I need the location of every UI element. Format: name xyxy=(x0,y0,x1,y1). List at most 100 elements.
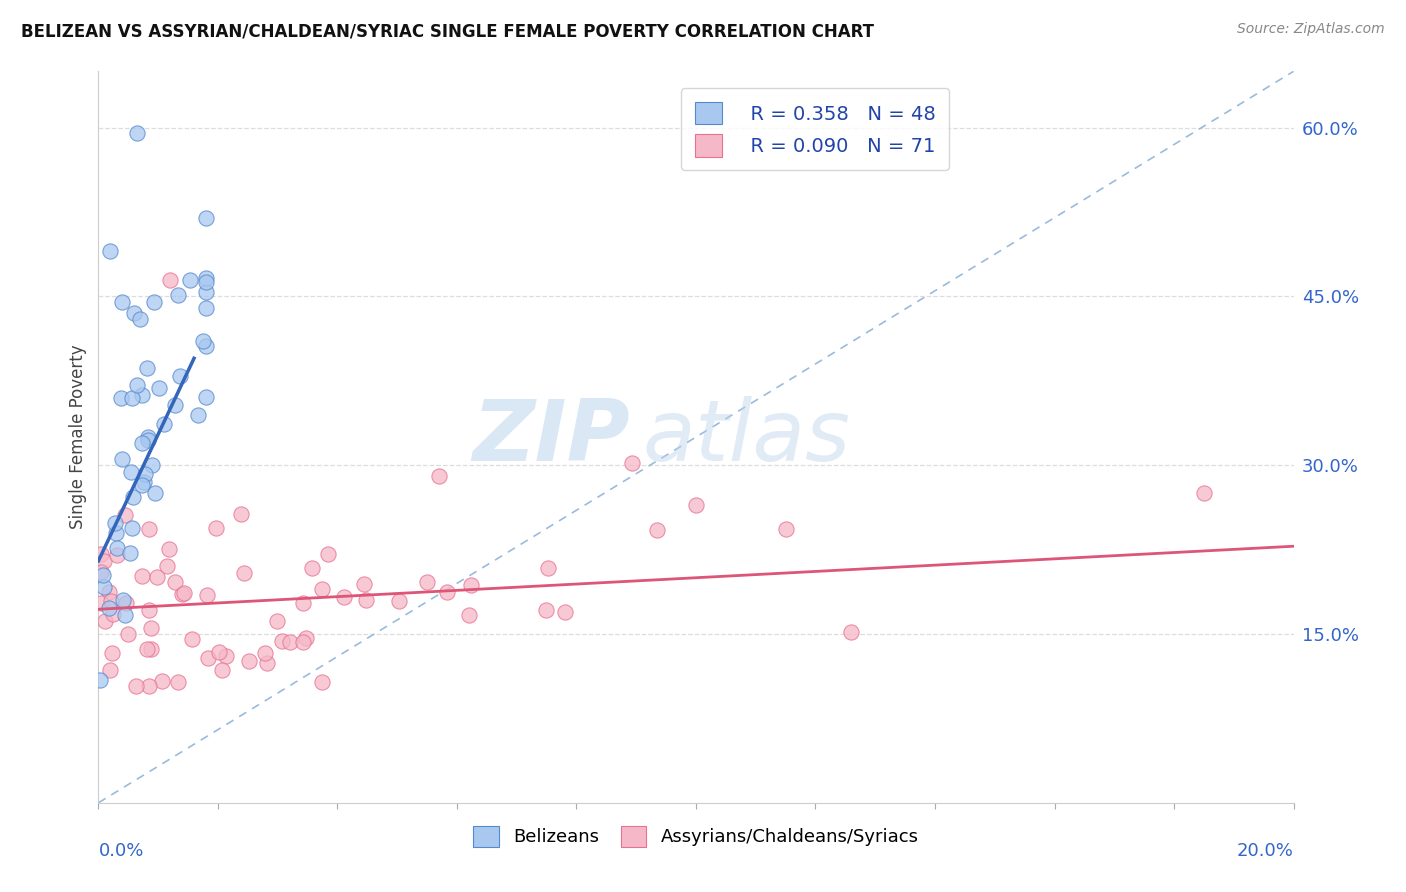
Legend: Belizeans, Assyrians/Chaldeans/Syriacs: Belizeans, Assyrians/Chaldeans/Syriacs xyxy=(464,817,928,856)
Point xyxy=(141,458,163,472)
Point xyxy=(415,574,437,589)
Point xyxy=(93,580,115,594)
Point xyxy=(204,521,226,535)
Point xyxy=(105,549,128,563)
Point xyxy=(554,606,576,620)
Point xyxy=(138,679,160,693)
Point xyxy=(233,566,256,580)
Point xyxy=(165,398,187,412)
Point xyxy=(132,475,155,489)
Point xyxy=(125,378,148,392)
Point xyxy=(138,603,160,617)
Point xyxy=(91,567,114,582)
Text: atlas: atlas xyxy=(643,395,851,479)
Point xyxy=(90,596,112,610)
Point xyxy=(215,649,238,664)
Point xyxy=(93,554,115,568)
Point xyxy=(195,275,218,289)
Point xyxy=(138,522,160,536)
Point xyxy=(229,508,252,522)
Point xyxy=(839,624,862,639)
Point xyxy=(1192,486,1215,500)
Point xyxy=(388,594,411,608)
Point xyxy=(136,641,159,656)
Point xyxy=(110,391,132,405)
Point xyxy=(197,651,219,665)
Point xyxy=(117,627,139,641)
Point xyxy=(94,614,117,628)
Point xyxy=(121,521,143,535)
Point xyxy=(291,635,314,649)
Point xyxy=(129,312,152,326)
Point xyxy=(195,211,218,226)
Point xyxy=(256,656,278,670)
Point xyxy=(295,631,318,645)
Point xyxy=(120,465,142,479)
Point xyxy=(195,285,218,300)
Point xyxy=(179,273,201,287)
Point xyxy=(111,295,134,310)
Point xyxy=(354,593,377,607)
Point xyxy=(195,390,218,404)
Point xyxy=(427,469,450,483)
Point xyxy=(195,589,218,603)
Point xyxy=(90,565,112,579)
Point xyxy=(187,408,209,422)
Point xyxy=(145,570,167,584)
Point xyxy=(278,634,301,648)
Point xyxy=(121,490,143,504)
Point xyxy=(173,586,195,600)
Point xyxy=(100,663,122,677)
Point xyxy=(121,391,143,405)
Point xyxy=(125,680,148,694)
Point xyxy=(111,593,134,607)
Point xyxy=(645,523,668,537)
Point xyxy=(775,522,797,536)
Point xyxy=(131,388,153,402)
Point xyxy=(105,541,128,555)
Point xyxy=(127,126,149,140)
Point xyxy=(266,614,288,628)
Point xyxy=(97,601,120,615)
Point xyxy=(115,596,138,610)
Point xyxy=(100,594,122,608)
Point xyxy=(311,674,333,689)
Point xyxy=(271,634,294,648)
Text: 20.0%: 20.0% xyxy=(1237,842,1294,860)
Point xyxy=(98,244,122,259)
Point xyxy=(238,654,260,668)
Point xyxy=(156,559,179,574)
Point xyxy=(436,585,458,599)
Point xyxy=(208,644,231,658)
Point xyxy=(170,587,193,601)
Point xyxy=(150,673,173,688)
Point xyxy=(124,306,146,320)
Point xyxy=(157,541,180,556)
Point xyxy=(169,368,191,383)
Point xyxy=(89,673,111,688)
Point xyxy=(301,561,323,575)
Point xyxy=(291,596,314,610)
Point xyxy=(131,436,153,450)
Point xyxy=(114,508,136,522)
Text: Source: ZipAtlas.com: Source: ZipAtlas.com xyxy=(1237,22,1385,37)
Point xyxy=(195,301,218,315)
Point xyxy=(101,607,124,622)
Text: 0.0%: 0.0% xyxy=(98,842,143,860)
Point xyxy=(685,498,707,512)
Point xyxy=(139,621,162,635)
Point xyxy=(195,339,218,353)
Point xyxy=(316,548,339,562)
Point xyxy=(145,485,167,500)
Point xyxy=(353,576,375,591)
Point xyxy=(142,295,165,310)
Point xyxy=(148,381,170,395)
Point xyxy=(141,641,163,656)
Point xyxy=(537,561,560,575)
Point xyxy=(460,578,482,592)
Point xyxy=(104,516,127,530)
Point xyxy=(195,271,218,285)
Point xyxy=(110,451,132,466)
Point xyxy=(180,632,202,646)
Point xyxy=(211,663,233,677)
